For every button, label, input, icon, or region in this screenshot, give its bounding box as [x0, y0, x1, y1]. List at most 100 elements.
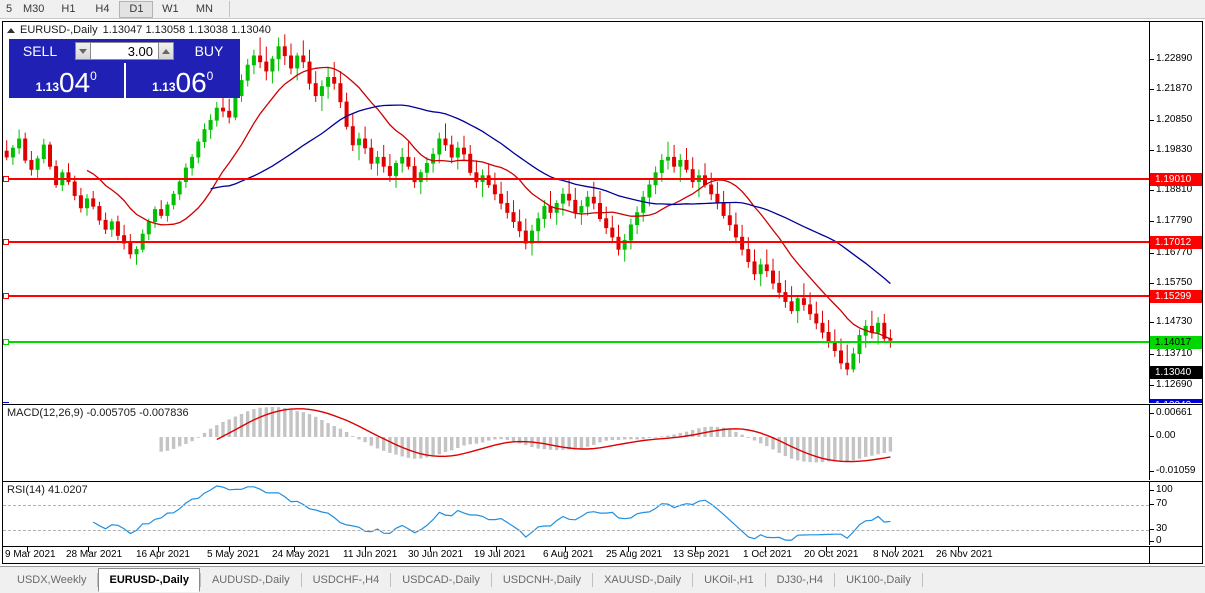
level-line-handle[interactable]: [3, 293, 9, 299]
time-tick: [430, 547, 431, 552]
price-tag[interactable]: 1.15299: [1150, 290, 1202, 303]
time-axis: 9 Mar 2021 28 Mar 2021 16 Apr 2021 5 May 20…: [3, 546, 1202, 563]
rsi-tick-label: 100: [1156, 484, 1173, 495]
time-axis-label: 28 Mar 2021: [66, 549, 123, 560]
time-tick: [565, 547, 566, 552]
price-tag[interactable]: 1.12042: [1150, 399, 1202, 403]
time-axis-label: 16 Apr 2021: [136, 549, 190, 560]
chart-tab-ukoil-h1[interactable]: UKOil-,H1: [704, 574, 754, 586]
price-tag[interactable]: 1.19010: [1150, 173, 1202, 186]
time-axis-corner: [1149, 547, 1202, 563]
price-tick-label: 1.19830: [1156, 144, 1193, 155]
candlestick-series: [4, 34, 893, 376]
chevron-down-icon: [79, 48, 87, 54]
oct-price-row: 1.13 04 0 1.13 06 0: [9, 63, 240, 98]
one-click-trading-panel[interactable]: SELL 3.00 BUY 1.13 04 0 1.13 06 0: [9, 39, 240, 98]
timeframe-button-w1[interactable]: W1: [162, 3, 179, 15]
buy-button[interactable]: BUY: [178, 39, 240, 63]
rsi-scale: 100 70 30 0: [1149, 482, 1202, 545]
volume-input[interactable]: 3.00: [91, 42, 158, 60]
timeframe-button-5[interactable]: 5: [5, 3, 13, 15]
chart-tab-xauusd-daily[interactable]: XAUUSD-,Daily: [604, 574, 682, 586]
macd-plot-area[interactable]: [3, 405, 1149, 480]
time-tick: [695, 547, 696, 552]
time-tick: [958, 547, 959, 552]
time-axis-label: 1 Oct 2021: [743, 549, 792, 560]
timeframe-button-d1[interactable]: D1: [119, 0, 154, 18]
chart-tab-separator: [764, 573, 766, 587]
level-line[interactable]: [3, 176, 1149, 182]
time-tick: [229, 547, 230, 552]
rsi-series: [92, 485, 891, 541]
macd-tick-label: 0.00661: [1156, 407, 1193, 418]
price-tick-label: 1.21870: [1156, 83, 1193, 94]
chart-tab-separator: [921, 573, 923, 587]
price-scale[interactable]: 1.22890 1.21870 1.20850 1.19830 1.18810 1.177…: [1149, 22, 1202, 403]
level-line-handle[interactable]: [3, 402, 9, 403]
chart-tab-dj30-h4[interactable]: DJ30-,H4: [776, 574, 824, 586]
chart-tab-audusd-daily[interactable]: AUDUSD-,Daily: [211, 574, 290, 586]
price-tag[interactable]: 1.17012: [1150, 236, 1202, 249]
level-line-handle[interactable]: [3, 339, 9, 345]
collapse-triangle-icon[interactable]: [7, 27, 15, 33]
macd-tick-label: 0.00: [1156, 430, 1176, 441]
timeframe-button-m30[interactable]: M30: [23, 3, 45, 15]
level-line-handle[interactable]: [3, 239, 9, 245]
volume-decrease-button[interactable]: [75, 42, 91, 60]
time-tick: [158, 547, 159, 552]
price-tag[interactable]: 1.13040: [1150, 366, 1202, 379]
chart-tab-eurusd-daily[interactable]: EURUSD-,Daily: [98, 568, 200, 592]
rsi-tick-label: 70: [1156, 498, 1168, 509]
chart-tab-usdcad-daily[interactable]: USDCAD-,Daily: [402, 574, 480, 586]
level-line-handle[interactable]: [3, 176, 9, 182]
volume-stepper[interactable]: 3.00: [71, 39, 178, 63]
time-tick: [294, 547, 295, 552]
price-tick-label: 1.12690: [1156, 379, 1193, 390]
price-tick-label: 1.22890: [1156, 53, 1193, 64]
time-tick: [826, 547, 827, 552]
time-axis-label: 9 Mar 2021: [5, 549, 56, 560]
timeframe-toolbar: 5 M30 H1 H4 D1 W1 MN: [0, 0, 1205, 19]
time-axis-label: 11 Jun 2021: [343, 549, 398, 560]
macd-series: [159, 407, 893, 463]
price-tick-label: 1.14730: [1156, 316, 1193, 327]
volume-increase-button[interactable]: [158, 42, 174, 60]
time-axis-label: 8 Nov 2021: [873, 549, 925, 560]
rsi-pane: 100 70 30 0 RSI(14) 41.0207: [3, 481, 1202, 545]
price-tick-label: 1.20850: [1156, 114, 1193, 125]
rsi-plot-area[interactable]: [3, 482, 1149, 545]
chart-symbol-period: EURUSD-,Daily: [20, 24, 98, 36]
timeframe-button-mn[interactable]: MN: [195, 3, 213, 15]
timeframe-button-h4[interactable]: H4: [95, 3, 110, 15]
level-line[interactable]: [3, 239, 1149, 245]
macd-pane: 0.00661 0.00 -0.01059 MACD(12,26,9) -0.005…: [3, 404, 1202, 480]
time-axis-label: 19 Jul 2021: [474, 549, 526, 560]
sell-price-prefix: 1.13: [35, 80, 59, 94]
chart-tab-usdchf-h4[interactable]: USDCHF-,H4: [312, 574, 380, 586]
sell-price-display[interactable]: 1.13 04 0: [9, 63, 124, 98]
buy-price-fraction: 0: [206, 69, 214, 83]
price-plot-area[interactable]: [3, 22, 1149, 403]
toolbar-divider: [229, 1, 231, 17]
chart-tabs-bar: USDX,Weekly EURUSD-,Daily AUDUSD-,Daily USD…: [0, 566, 1205, 593]
time-axis-label: 6 Aug 2021: [543, 549, 594, 560]
level-line[interactable]: [3, 293, 1149, 299]
chart-tab-usdx-weekly[interactable]: USDX,Weekly: [17, 574, 87, 586]
rsi-tick-label: 30: [1156, 523, 1168, 534]
rsi-level-70: [3, 505, 1149, 506]
timeframe-button-h1[interactable]: H1: [61, 3, 76, 15]
buy-price-display[interactable]: 1.13 06 0: [125, 63, 240, 98]
chart-tab-separator: [300, 573, 302, 587]
chart-tab-usdcnh-daily[interactable]: USDCNH-,Daily: [502, 574, 582, 586]
chart-tab-uk100-daily[interactable]: UK100-,Daily: [846, 574, 911, 586]
chart-tab-separator: [490, 573, 492, 587]
price-tick-label: 1.18810: [1156, 184, 1193, 195]
time-tick: [88, 547, 89, 552]
sell-button[interactable]: SELL: [9, 39, 71, 63]
price-tag[interactable]: 1.14017: [1150, 336, 1202, 349]
level-line[interactable]: [3, 339, 1149, 345]
price-tick-label: 1.15750: [1156, 277, 1193, 288]
chevron-up-icon: [162, 48, 170, 54]
chart-tab-separator: [390, 573, 392, 587]
time-axis-label: 20 Oct 2021: [804, 549, 859, 560]
